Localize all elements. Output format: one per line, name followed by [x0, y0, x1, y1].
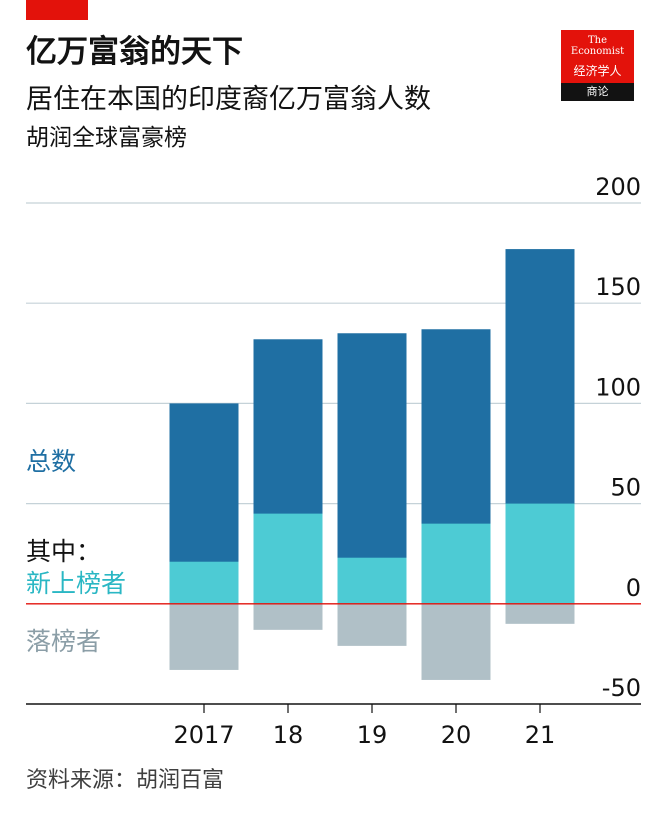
bar-new-entrants	[169, 561, 239, 604]
bar-dropouts	[505, 603, 575, 624]
bar-dropouts	[421, 603, 491, 680]
logo-line-1: The	[587, 35, 608, 46]
bar-new-entrants	[421, 523, 491, 604]
x-tick-label: 18	[273, 721, 304, 749]
y-tick-label: 150	[595, 273, 641, 301]
logo-line-3: 经济学人	[573, 64, 622, 78]
footer-source: 资料来源：胡润百富	[26, 768, 225, 793]
bar-dropouts	[253, 603, 323, 630]
y-tick-label: 100	[595, 373, 641, 401]
legend-new-entrants: 新上榜者	[26, 569, 127, 598]
economist-logo: The Economist 经济学人 商论	[561, 30, 634, 101]
legend-dropouts: 落榜者	[26, 627, 102, 656]
y-tick-label: 0	[626, 574, 641, 602]
y-tick-label: 50	[610, 474, 641, 502]
bar-dropouts	[169, 603, 239, 670]
logo-band: 商论	[561, 83, 634, 101]
brand-accent-bar	[26, 0, 88, 20]
bar-dropouts	[337, 603, 407, 646]
chart-source-label: 胡润全球富豪榜	[26, 125, 187, 151]
y-tick-label: -50	[602, 674, 641, 702]
y-tick-label: 200	[595, 173, 641, 201]
x-tick-label: 19	[357, 721, 388, 749]
chart-subtitle: 居住在本国的印度裔亿万富翁人数	[26, 84, 431, 115]
bar-new-entrants	[253, 513, 323, 604]
logo-line-2: Economist	[570, 46, 625, 57]
x-tick-label: 2017	[173, 721, 234, 749]
x-tick-label: 21	[525, 721, 556, 749]
legend-of-which: 其中：	[26, 537, 102, 566]
bar-new-entrants	[505, 503, 575, 604]
x-tick-label: 20	[441, 721, 472, 749]
chart-title: 亿万富翁的天下	[26, 34, 243, 70]
legend-total: 总数	[26, 447, 77, 476]
bar-new-entrants	[337, 557, 407, 604]
